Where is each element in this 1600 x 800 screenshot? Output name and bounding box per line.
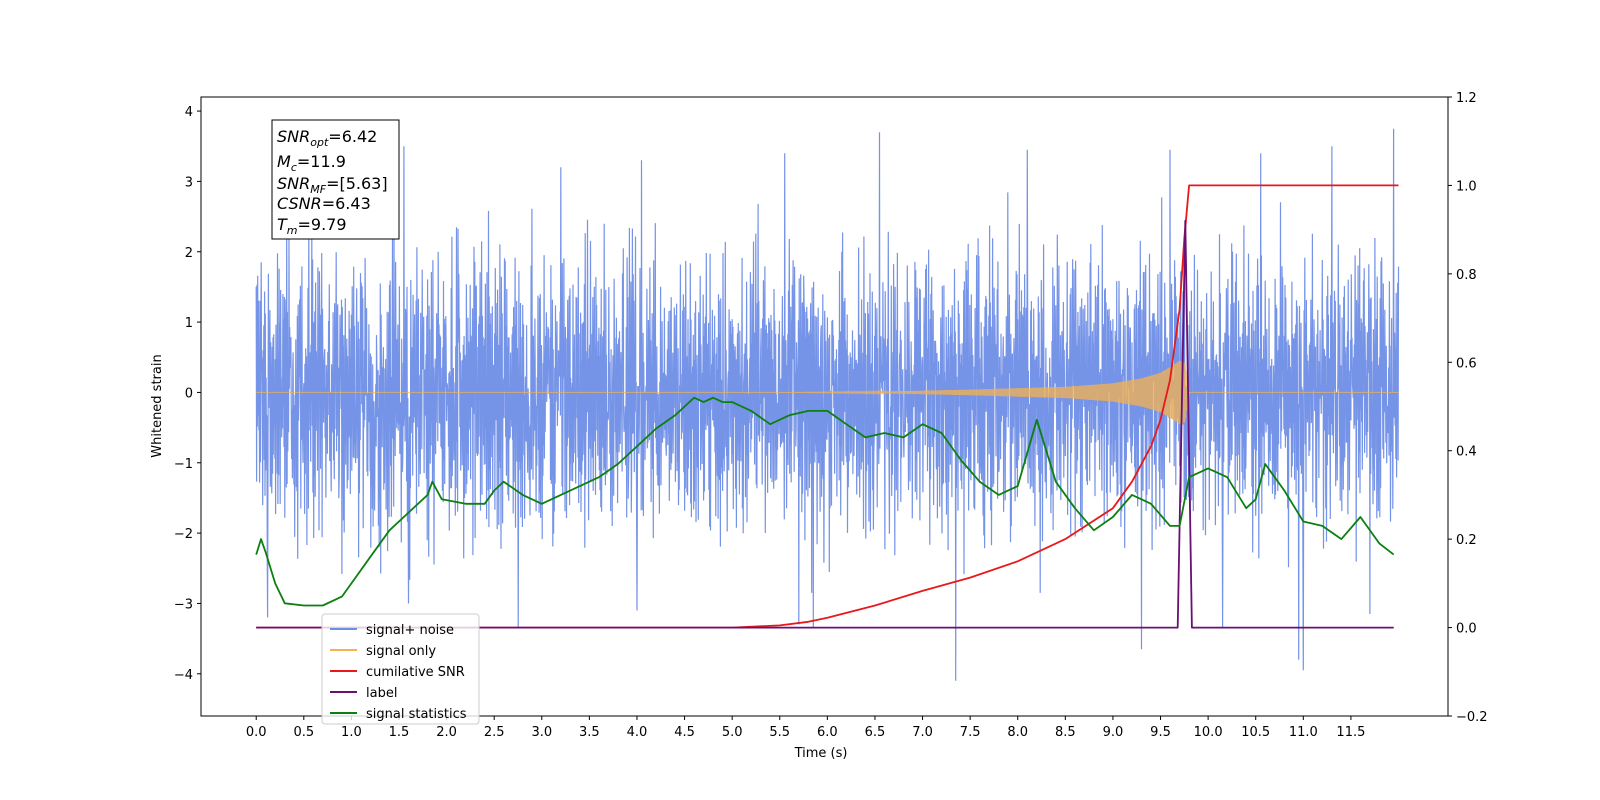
- x-tick-label: 4.0: [627, 725, 648, 740]
- info-box: SNRopt=6.42 Mc=11.9 SNRMF=[5.63] CSNR=6.…: [271, 119, 400, 240]
- legend-label-signal-noise: signal+ noise: [366, 623, 454, 638]
- x-tick-label: 6.5: [865, 725, 886, 740]
- legend-label-signal-statistics: signal statistics: [366, 707, 467, 722]
- x-tick-label: 9.5: [1150, 725, 1171, 740]
- x-tick-label: 1.0: [341, 725, 362, 740]
- x-tick-label: 9.0: [1103, 725, 1124, 740]
- legend-label-signal-only: signal only: [366, 644, 436, 659]
- info-csnr: CSNR=6.43: [277, 194, 371, 213]
- x-tick-label: 8.0: [1007, 725, 1028, 740]
- x-tick-label: 3.0: [531, 725, 552, 740]
- plot-frame: [200, 96, 1449, 717]
- y2-tick-label: 0.8: [1456, 268, 1477, 283]
- y-tick-label: −4: [174, 668, 193, 683]
- x-tick-label: 3.5: [579, 725, 600, 740]
- legend-label-cumilative-snr: cumilative SNR: [366, 665, 465, 680]
- y2-tick-label: 0.2: [1456, 533, 1477, 548]
- info-snr-mf: SNRMF=[5.63]: [277, 174, 388, 196]
- x-tick-label: 11.5: [1336, 725, 1365, 740]
- x-tick-label: 4.5: [674, 725, 695, 740]
- series-line-signal-statistics: [255, 396, 1395, 607]
- x-tick-label: 11.0: [1289, 725, 1318, 740]
- series-line-signal-noise: [255, 128, 1400, 681]
- x-axis-title: Time (s): [794, 746, 848, 761]
- y-tick-label: 1: [185, 316, 193, 331]
- x-tick-label: 6.0: [817, 725, 838, 740]
- x-tick-label: 5.5: [769, 725, 790, 740]
- y-tick-label: 3: [185, 175, 193, 190]
- info-mc: Mc=11.9: [277, 152, 346, 174]
- x-tick-label: 2.5: [484, 725, 505, 740]
- y-tick-label: −2: [174, 527, 193, 542]
- x-axis-ticks: 0.0 0.5 1.0 1.5 2.0 2.5 3.0 3.5 4.0 4.5 5.0 5.5 6.0 6…: [246, 716, 1365, 740]
- y2-tick-label: 1.2: [1456, 91, 1477, 106]
- y2-tick-label: 0.4: [1456, 445, 1477, 460]
- plot-data-layer: [255, 128, 1400, 681]
- y2-tick-label: 0.0: [1456, 622, 1477, 637]
- legend: signal+ noise signal only cumilative SNR la…: [321, 613, 480, 725]
- y2-tick-label: 1.0: [1456, 179, 1477, 194]
- y2-tick-label: 0.6: [1456, 356, 1477, 371]
- x-tick-label: 5.0: [722, 725, 743, 740]
- y-axis-right-ticks: 1.2 1.0 0.8 0.6 0.4 0.2 0.0 −0.2: [1448, 91, 1488, 725]
- x-tick-label: 7.0: [912, 725, 933, 740]
- series-line-label: [256, 219, 1394, 629]
- info-tm: Tm=9.79: [277, 215, 347, 237]
- y-axis-title: Whitened strain: [150, 354, 165, 457]
- series-line-cumilative-snr: [256, 184, 1399, 629]
- y-axis-left-ticks: 4 3 2 1 0 −1 −2 −3 −4: [174, 105, 201, 683]
- y-tick-label: 4: [185, 105, 193, 120]
- y-tick-label: 0: [185, 386, 193, 401]
- x-tick-label: 0.5: [293, 725, 314, 740]
- y2-tick-label: −0.2: [1456, 710, 1488, 725]
- y-tick-label: −3: [174, 597, 193, 612]
- x-tick-label: 8.5: [1055, 725, 1076, 740]
- x-tick-label: 7.5: [960, 725, 981, 740]
- x-tick-label: 10.0: [1194, 725, 1223, 740]
- info-snr-opt: SNRopt=6.42: [277, 127, 377, 149]
- series-line-signal-only: [256, 360, 1399, 424]
- x-tick-label: 0.0: [246, 725, 267, 740]
- y-tick-label: 2: [185, 246, 193, 261]
- x-tick-label: 2.0: [436, 725, 457, 740]
- legend-label-label: label: [366, 686, 397, 701]
- y-tick-label: −1: [174, 457, 193, 472]
- x-tick-label: 10.5: [1241, 725, 1270, 740]
- x-tick-label: 1.5: [389, 725, 410, 740]
